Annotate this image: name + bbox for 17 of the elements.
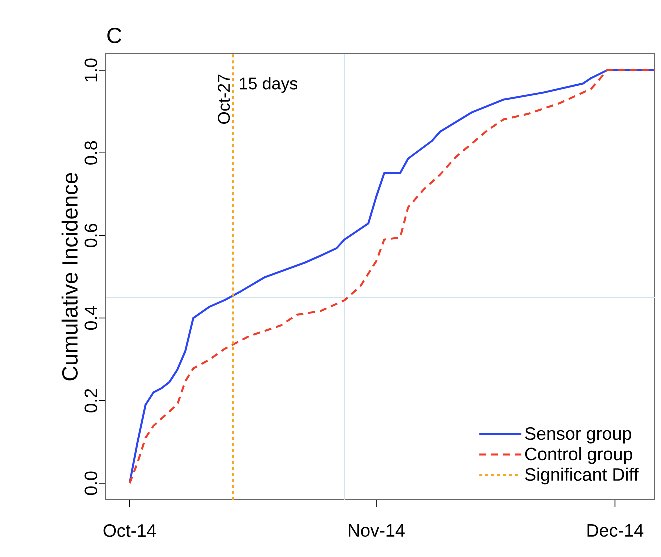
y-tick-label: 0.6 (84, 224, 98, 248)
x-tick-label: Nov-14 (349, 524, 405, 538)
y-tick-label: 0.2 (84, 389, 98, 413)
y-tick-label: 0.8 (84, 141, 98, 165)
x-tick-label: Oct-14 (104, 524, 156, 538)
chart-title: C (108, 28, 122, 44)
y-tick-label: 0.0 (84, 472, 98, 496)
line-series (128, 70, 656, 484)
x-tick-label: Dec-14 (588, 524, 644, 538)
legend-label: Control group (525, 447, 632, 464)
y-tick-label: 1.0 (84, 58, 98, 82)
annotation: Oct-27 (218, 74, 230, 124)
annotation: 15 days (240, 77, 298, 94)
y-tick-label: 0.4 (84, 306, 98, 330)
legend-label: Sensor group (525, 427, 632, 444)
legend-label: Significant Diff (525, 468, 639, 485)
y-axis-title: Cumulative Incidence (62, 173, 78, 381)
